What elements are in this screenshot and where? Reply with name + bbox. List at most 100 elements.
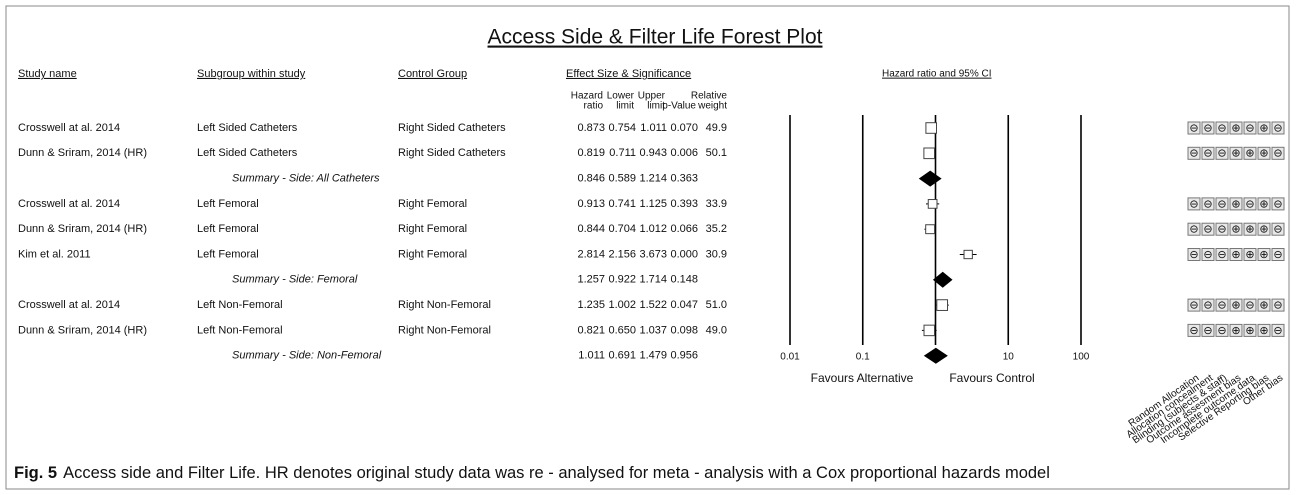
summary-diamond <box>932 271 953 288</box>
p-value: 0.148 <box>670 274 698 286</box>
p-value: 0.000 <box>670 248 698 260</box>
bias-box <box>1229 323 1243 337</box>
caption-label: Fig. 5 <box>14 464 57 482</box>
effect-square <box>936 299 949 311</box>
bias-box <box>1257 248 1271 261</box>
p-value: 0.070 <box>670 122 698 134</box>
relative-weight: 51.0 <box>706 299 727 311</box>
lower-limit: 0.691 <box>608 350 636 362</box>
lower-limit: 0.711 <box>609 147 636 159</box>
bias-box <box>1243 121 1257 135</box>
bias-box <box>1243 323 1257 337</box>
bias-box <box>1215 298 1229 312</box>
effect-square <box>927 199 938 209</box>
bias-box <box>1229 197 1243 211</box>
bias-symbol: ⊕ <box>1231 122 1240 134</box>
bias-symbol: ⊖ <box>1217 300 1226 312</box>
bias-symbol: ⊕ <box>1231 249 1240 261</box>
bias-symbol: ⊕ <box>1231 224 1240 236</box>
bias-symbol: ⊖ <box>1245 198 1254 210</box>
upper-limit: 1.125 <box>639 198 667 210</box>
caption-text: Access side and Filter Life. HR denotes … <box>63 464 1050 482</box>
bias-symbol: ⊖ <box>1217 224 1226 236</box>
bias-box <box>1229 248 1243 261</box>
control-group: Right Sided Catheters <box>398 122 506 134</box>
column-header: Subgroup within study <box>197 68 306 80</box>
lower-limit: 0.650 <box>608 324 636 336</box>
p-value: 0.956 <box>670 350 698 362</box>
subgroup: Left Femoral <box>197 223 259 235</box>
summary-label: Summary - Side: All Catheters <box>232 173 380 185</box>
upper-limit: 1.214 <box>639 173 667 185</box>
subgroup: Left Sided Catheters <box>197 147 298 159</box>
summary-label: Summary - Side: Femoral <box>232 274 358 286</box>
x-tick-label: 100 <box>1073 352 1090 363</box>
bias-symbol: ⊕ <box>1259 148 1268 160</box>
hazard-ratio: 1.235 <box>577 299 605 311</box>
control-group: Right Femoral <box>398 248 467 260</box>
sub-header: ratio <box>584 101 604 112</box>
upper-limit: 1.011 <box>640 122 667 134</box>
bias-box <box>1271 197 1285 211</box>
upper-limit: 1.479 <box>639 350 667 362</box>
upper-limit: 1.037 <box>639 324 667 336</box>
bias-symbol: ⊖ <box>1189 148 1198 160</box>
study-name: Dunn & Sriram, 2014 (HR) <box>18 147 147 159</box>
bias-symbol: ⊖ <box>1203 148 1212 160</box>
column-header: Control Group <box>398 68 467 80</box>
hazard-ratio: 0.873 <box>577 122 605 134</box>
bias-symbol: ⊖ <box>1273 122 1282 134</box>
study-name: Crosswell at al. 2014 <box>18 198 120 210</box>
bias-symbol: ⊖ <box>1245 300 1254 312</box>
bias-box <box>1187 197 1201 211</box>
study-name: Dunn & Sriram, 2014 (HR) <box>18 223 147 235</box>
bias-symbol: ⊕ <box>1259 224 1268 236</box>
upper-limit: 1.522 <box>639 299 667 311</box>
x-tick-label: 0.1 <box>856 352 870 363</box>
bias-symbol: ⊖ <box>1273 300 1282 312</box>
sub-header: Relative <box>691 91 728 102</box>
bias-box <box>1215 146 1229 160</box>
study-name: Kim et al. 2011 <box>18 248 91 260</box>
bias-symbol: ⊖ <box>1203 122 1212 134</box>
bias-box <box>1257 222 1271 236</box>
sub-header: Lower <box>607 91 635 102</box>
control-group: Right Sided Catheters <box>398 147 506 159</box>
bias-box <box>1229 222 1243 236</box>
effect-square <box>925 122 938 134</box>
bias-symbol: ⊕ <box>1259 325 1268 337</box>
bias-symbol: ⊕ <box>1231 148 1240 160</box>
bias-symbol: ⊖ <box>1203 325 1212 337</box>
bias-box <box>1187 121 1201 135</box>
bias-symbol: ⊕ <box>1245 249 1254 261</box>
frame <box>5 5 1290 490</box>
bias-box <box>1187 146 1201 160</box>
control-group: Right Femoral <box>398 198 467 210</box>
x-tick-label: 0.01 <box>780 352 800 363</box>
upper-limit: 0.943 <box>639 147 667 159</box>
bias-box <box>1201 121 1215 135</box>
study-name: Dunn & Sriram, 2014 (HR) <box>18 324 147 336</box>
bias-symbol: ⊕ <box>1259 300 1268 312</box>
sub-header: limit <box>616 101 634 112</box>
bias-symbol: ⊖ <box>1273 249 1282 261</box>
lower-limit: 0.754 <box>608 122 636 134</box>
lower-limit: 1.002 <box>608 299 636 311</box>
bias-box <box>1187 298 1201 312</box>
bias-symbol: ⊖ <box>1203 198 1212 210</box>
bias-box <box>1229 298 1243 312</box>
p-value: 0.393 <box>670 198 698 210</box>
upper-limit: 1.012 <box>639 223 667 235</box>
effect-square <box>923 147 936 160</box>
sub-header: limit <box>647 101 665 112</box>
bias-symbol: ⊕ <box>1245 148 1254 160</box>
sub-header: weight <box>697 101 727 112</box>
p-value: 0.363 <box>670 173 698 185</box>
bias-box <box>1215 197 1229 211</box>
relative-weight: 50.1 <box>706 147 727 159</box>
hazard-ratio: 0.821 <box>577 324 605 336</box>
bias-box <box>1215 121 1229 135</box>
subgroup: Left Femoral <box>197 248 259 260</box>
bias-symbol: ⊖ <box>1273 148 1282 160</box>
